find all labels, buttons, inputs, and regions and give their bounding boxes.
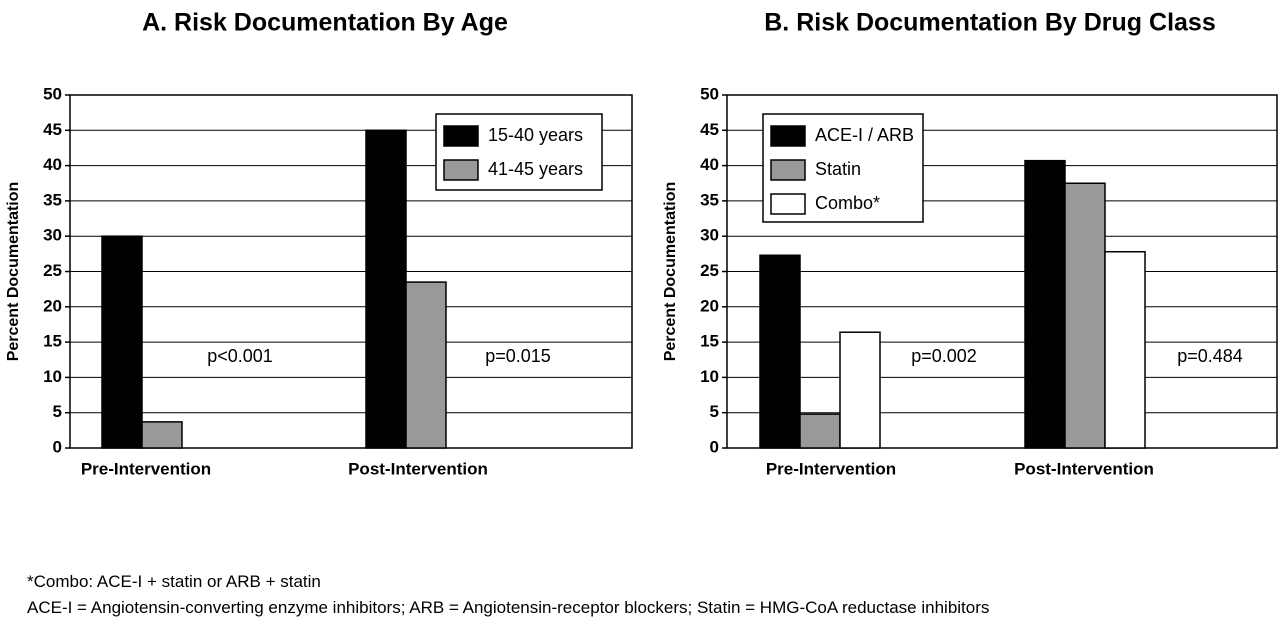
y-tick-label: 10 xyxy=(700,367,719,386)
legend-entry: 15-40 years xyxy=(488,125,583,145)
p-value-annotation: p=0.015 xyxy=(485,346,551,366)
y-tick-label: 25 xyxy=(43,261,62,280)
legend-swatch xyxy=(443,125,479,147)
bar-15-40-years-post-intervention xyxy=(365,129,407,449)
y-tick-label: 10 xyxy=(43,367,62,386)
y-axis-label: Percent Documentation xyxy=(662,182,679,362)
x-category-label: Pre-Intervention xyxy=(766,459,896,478)
chart-b: B. Risk Documentation By Drug Class 0 5 10 1… xyxy=(662,9,1278,478)
y-tick-label: 30 xyxy=(43,226,62,245)
legend-swatch xyxy=(770,159,806,181)
chart-title-a: A. Risk Documentation By Age xyxy=(142,9,508,37)
legend: 15-40 years 41-45 years xyxy=(435,113,603,191)
x-category-label: Post-Intervention xyxy=(1014,459,1154,478)
y-tick-label: 0 xyxy=(710,437,719,456)
y-tick-label: 5 xyxy=(710,402,719,421)
footnote-combo: *Combo: ACE-I + statin or ARB + statin xyxy=(27,572,321,591)
p-value-annotation: p<0.001 xyxy=(207,346,273,366)
y-tick-label: 30 xyxy=(700,226,719,245)
bar-combo-post-intervention xyxy=(1104,250,1146,449)
legend-entry: Combo* xyxy=(815,193,880,213)
y-tick-label: 35 xyxy=(43,190,62,209)
y-tick-label: 25 xyxy=(700,261,719,280)
y-tick-label: 15 xyxy=(700,332,719,351)
y-tick-label: 50 xyxy=(43,84,62,103)
y-tick-label: 0 xyxy=(53,437,62,456)
bar-15-40-years-pre-intervention xyxy=(101,235,143,449)
bar-41-45-years-pre-intervention xyxy=(141,421,183,449)
y-tick-label: 45 xyxy=(700,120,719,139)
legend-entry: ACE-I / ARB xyxy=(815,125,914,145)
legend-entry: Statin xyxy=(815,159,861,179)
legend-swatch xyxy=(443,159,479,181)
y-axis-label: Percent Documentation xyxy=(5,182,22,362)
legend-entry: 41-45 years xyxy=(488,159,583,179)
y-tick-label: 45 xyxy=(43,120,62,139)
y-tick-label: 5 xyxy=(53,402,62,421)
footnote-abbreviations: ACE-I = Angiotensin-converting enzyme in… xyxy=(27,598,990,617)
bar-ace-i-arb-post-intervention xyxy=(1024,159,1066,449)
p-value-annotation: p=0.484 xyxy=(1177,346,1243,366)
chart-a: A. Risk Documentation By Age 0 5 10 15 20 25 30… xyxy=(5,9,633,478)
bar-statin-post-intervention xyxy=(1064,182,1106,449)
bar-ace-i-arb-pre-intervention xyxy=(759,254,801,449)
y-tick-label: 15 xyxy=(43,332,62,351)
bar-combo-pre-intervention xyxy=(839,331,881,449)
y-tick-label: 50 xyxy=(700,84,719,103)
p-value-annotation: p=0.002 xyxy=(911,346,977,366)
y-tick-label: 20 xyxy=(43,296,62,315)
y-tick-label: 40 xyxy=(43,155,62,174)
chart-title-b: B. Risk Documentation By Drug Class xyxy=(764,9,1215,37)
x-category-label: Pre-Intervention xyxy=(81,459,211,478)
bar-41-45-years-post-intervention xyxy=(405,281,447,449)
legend-swatch xyxy=(770,125,806,147)
bar-statin-pre-intervention xyxy=(799,413,841,449)
y-tick-label: 35 xyxy=(700,190,719,209)
legend: ACE-I / ARB Statin Combo* xyxy=(762,113,924,223)
y-tick-label: 40 xyxy=(700,155,719,174)
x-category-label: Post-Intervention xyxy=(348,459,488,478)
y-tick-label: 20 xyxy=(700,296,719,315)
legend-swatch xyxy=(770,193,806,215)
